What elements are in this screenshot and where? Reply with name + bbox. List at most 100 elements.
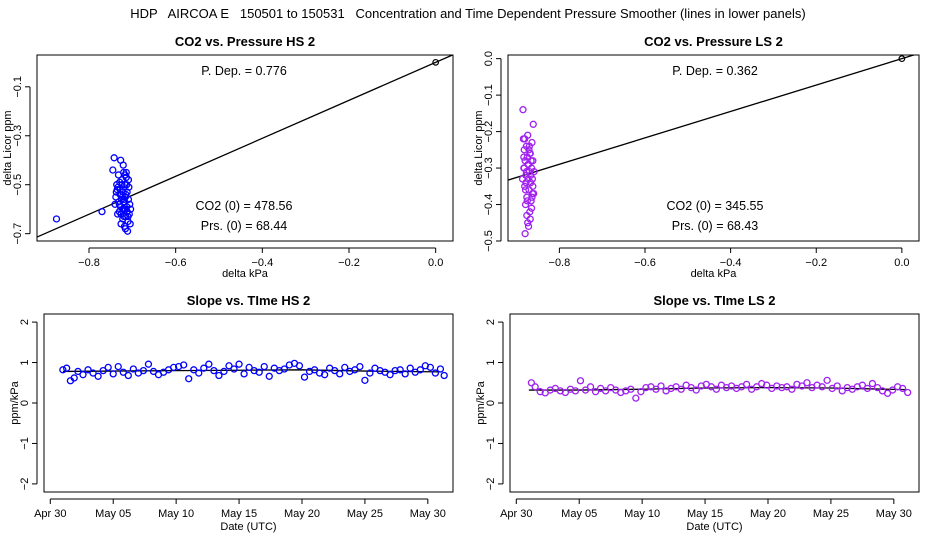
ls-time-data-point (692, 386, 700, 394)
hs-time-data-point (351, 366, 359, 374)
ls-pressure-data-point (526, 149, 534, 158)
hs-time-data-point (396, 366, 404, 374)
hs-time-data-point (320, 371, 329, 379)
hs-pressure-data-point (111, 200, 119, 208)
hs-time-plot-area (59, 359, 448, 385)
ls-pressure-data-point (528, 175, 537, 183)
hs-time-data-point (436, 365, 445, 373)
hs-pressure-y-tick-label: −0.7 (12, 223, 24, 245)
ls-time-data-point (586, 383, 595, 391)
hs-time-data-point (235, 360, 243, 368)
ls-pressure-x-tick-label: −0.6 (634, 257, 656, 269)
hs-pressure-data-point (124, 212, 132, 221)
hs-time-data-point (169, 363, 178, 372)
hs-time-data-point (431, 369, 440, 377)
ls-pressure-data-point (530, 189, 538, 198)
hs-time-data-point (265, 372, 273, 380)
ls-pressure-data-point (520, 164, 528, 172)
ls-pressure-x-tick-label: −0.2 (805, 257, 827, 269)
hs-time-x-tick-label: May 25 (347, 508, 383, 520)
hs-pressure-fit-line (37, 55, 453, 238)
ls-time-data-point (632, 394, 640, 402)
ls-time-data-point (642, 383, 650, 392)
hs-time-data-point (366, 369, 374, 377)
ls-time-data-point (803, 379, 811, 387)
hs-pressure-x-tick-label: −0.8 (78, 257, 100, 269)
hs-time-data-point (215, 371, 223, 380)
ls-pressure-y-tick-label: −0.1 (483, 84, 495, 106)
ls-pressure-annotation-co2-0: CO2 (0) = 345.55 (667, 199, 764, 213)
hs-time-data-point (119, 368, 127, 376)
ls-pressure-data-point (522, 178, 530, 187)
ls-pressure-annotation-pdep: P. Dep. = 0.362 (672, 64, 758, 78)
hs-pressure-title: CO2 vs. Pressure HS 2 (175, 34, 315, 49)
ls-time-x-tick-label: May 15 (687, 508, 723, 520)
ls-pressure-x-tick-label: 0.0 (894, 257, 909, 269)
ls-time-data-point (863, 384, 872, 393)
hs-pressure-y-tick-label: −0.1 (12, 76, 24, 98)
page-title: HDP AIRCOA E 150501 to 150531 Concentrat… (130, 6, 806, 21)
ls-time-y-tick-label: 1 (485, 359, 497, 365)
ls-pressure-data-point (529, 120, 537, 128)
ls-time-data-point (883, 389, 892, 397)
hs-pressure-annotation-prs-0: Prs. (0) = 68.44 (201, 219, 288, 233)
ls-pressure-data-point (524, 222, 533, 231)
hs-time-data-point (440, 371, 448, 380)
hs-pressure-panel: CO2 vs. Pressure HS 2 −0.8 −0.6 −0.4 −0.2 0.0… (2, 34, 454, 280)
hs-time-data-point (310, 366, 319, 374)
hs-time-data-point (180, 361, 188, 369)
ls-pressure-y-label: delta Licor ppm (473, 110, 485, 185)
ls-time-panel: Slope vs. TIme LS 2 Apr 30 May 05 May 10 May… (475, 293, 920, 533)
hs-pressure-x-tick-label: −0.4 (251, 257, 273, 269)
ls-time-data-point (898, 384, 907, 393)
ls-pressure-fit-line (508, 55, 916, 181)
ls-time-y-tick-label: 2 (485, 319, 497, 325)
hs-time-data-point (139, 366, 148, 375)
hs-pressure-data-point (120, 222, 129, 230)
ls-time-plot-frame (509, 313, 920, 493)
hs-time-data-point (240, 370, 248, 378)
hs-time-data-point (70, 374, 78, 382)
ls-time-data-point (531, 383, 539, 391)
hs-time-data-point (104, 363, 112, 372)
ls-pressure-y-tick-label: −0.3 (483, 157, 495, 179)
ls-pressure-y-tick-label: −0.2 (483, 121, 495, 143)
hs-pressure-data-point (119, 161, 127, 169)
hs-pressure-x-label: delta kPa (222, 268, 269, 280)
hs-time-x-label: Date (UTC) (220, 521, 276, 533)
hs-time-x-tick-label: May 05 (95, 508, 131, 520)
hs-time-data-point (99, 366, 107, 375)
ls-time-data-point (536, 388, 544, 396)
hs-time-data-point (94, 372, 102, 380)
ls-time-x-tick-label: May 10 (624, 508, 660, 520)
hs-time-data-point (220, 367, 228, 376)
ls-time-data-point (637, 388, 645, 396)
hs-time-data-point (341, 363, 349, 372)
hs-time-data-point (129, 365, 138, 373)
hs-time-title: Slope vs. TIme HS 2 (187, 293, 311, 308)
ls-time-data-point (652, 385, 660, 393)
ls-time-data-point (753, 383, 761, 391)
ls-pressure-y-tick-label: −0.5 (483, 230, 495, 252)
ls-time-data-point (868, 379, 877, 388)
ls-pressure-x-tick-label: −0.4 (720, 257, 742, 269)
hs-time-x-tick-label: May 30 (410, 508, 446, 520)
hs-time-data-point (63, 364, 71, 372)
hs-time-y-label: ppm/kPa (9, 380, 21, 424)
hs-time-data-point (114, 362, 122, 371)
hs-time-data-point (74, 367, 82, 376)
ls-pressure-title: CO2 vs. Pressure LS 2 (644, 34, 783, 49)
ls-pressure-data-point (528, 193, 536, 201)
hs-time-data-point (225, 362, 233, 370)
hs-time-data-point (331, 366, 339, 375)
ls-pressure-data-point (521, 230, 529, 238)
hs-time-data-point (190, 366, 198, 374)
ls-time-x-tick-label: May 25 (813, 508, 849, 520)
hs-pressure-data-point (112, 188, 120, 196)
ls-time-x-tick-label: May 30 (876, 508, 912, 520)
ls-pressure-data-point (525, 142, 534, 150)
hs-time-x-tick-label: May 20 (284, 508, 320, 520)
ls-pressure-y-tick-label: −0.4 (483, 194, 495, 216)
hs-pressure-x-tick-label: 0.0 (428, 257, 443, 269)
